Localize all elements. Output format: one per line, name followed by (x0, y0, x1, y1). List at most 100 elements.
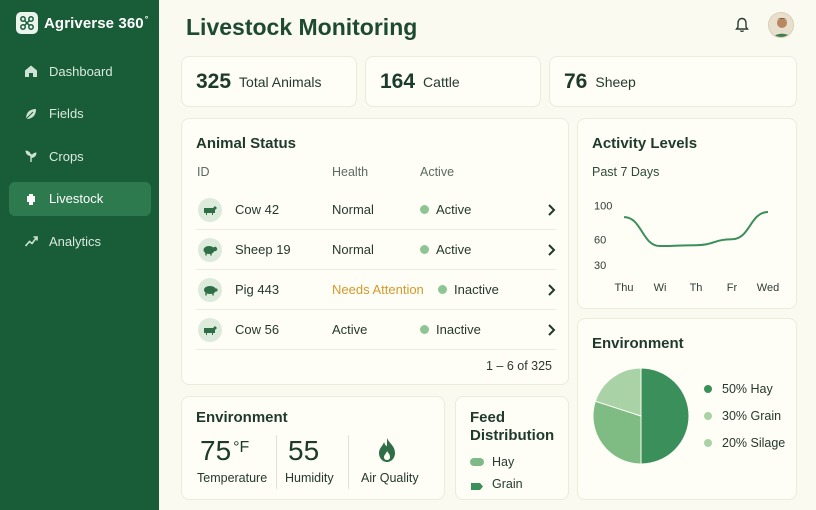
animal-health: Normal (332, 242, 374, 257)
livestock-icon (23, 191, 39, 207)
bell-icon[interactable] (733, 16, 751, 34)
sidebar-nav: Dashboard Fields Crops Livestock Analyti… (9, 54, 151, 267)
trend-icon (23, 233, 39, 249)
animal-active: Active (420, 242, 471, 257)
sidebar-item-fields[interactable]: Fields (9, 97, 151, 131)
sidebar-item-label: Livestock (49, 191, 104, 206)
sidebar-item-crops[interactable]: Crops (9, 139, 151, 173)
stat-value: 76 (564, 69, 588, 93)
animal-id: Cow 56 (235, 322, 280, 337)
legend-item: 30% Grain (704, 409, 781, 423)
x-tick-label: Fr (727, 282, 738, 294)
temperature-label: Temperature (197, 471, 268, 485)
status-dot (438, 285, 447, 294)
card-title: Activity Levels (592, 135, 698, 152)
sidebar: Agriverse 360° Dashboard Fields Crops Li… (0, 0, 159, 510)
legend-item: 20% Silage (704, 436, 785, 450)
animal-health: Needs Attention (332, 282, 424, 297)
sidebar-item-analytics[interactable]: Analytics (9, 224, 151, 258)
animal-id: Cow 42 (235, 202, 280, 217)
card-title: Animal Status (196, 135, 297, 152)
flame-icon (376, 437, 398, 463)
x-tick-label: Th (690, 282, 703, 294)
chevron-right-icon[interactable] (546, 323, 556, 337)
stat-card-total[interactable]: 325 Total Animals (181, 56, 357, 107)
sidebar-item-label: Crops (49, 148, 84, 164)
chevron-right-icon[interactable] (546, 283, 556, 297)
legend-dot (704, 385, 712, 393)
bag-icon (470, 480, 484, 490)
animal-health: Active (332, 322, 368, 337)
legend-dot (704, 412, 712, 420)
y-tick-label: 30 (594, 260, 606, 272)
status-dot (420, 245, 429, 254)
status-dot (420, 205, 429, 214)
stat-card-sheep[interactable]: 76 Sheep (549, 56, 797, 107)
column-header-id: ID (197, 165, 210, 179)
cow-icon (198, 198, 222, 222)
card-subtitle: Past 7 Days (592, 165, 660, 179)
card-title: Feed Distribution (470, 409, 555, 444)
feed-pie-chart (592, 367, 690, 465)
cow-icon (198, 318, 222, 342)
feed-distribution-card: Feed Distribution Hay Grain (455, 396, 569, 500)
animal-id: Pig 443 (235, 282, 280, 297)
sprout-icon (23, 148, 39, 164)
chevron-right-icon[interactable] (546, 243, 556, 257)
column-header-active: Active (420, 165, 455, 179)
legend-dot (704, 439, 712, 447)
air-quality-label: Air Quality (361, 471, 419, 485)
pie-slice (640, 367, 690, 465)
card-title: Environment (592, 335, 684, 352)
stat-label: Sheep (595, 73, 636, 90)
activity-line-chart: 100 60 30 Thu Wi Th Fr Wed (594, 200, 779, 294)
brand[interactable]: Agriverse 360° (16, 11, 148, 35)
sidebar-item-livestock[interactable]: Livestock (9, 181, 151, 216)
y-tick-label: 60 (594, 234, 606, 246)
stat-label: Total Animals (239, 73, 322, 90)
divider (348, 435, 349, 489)
environment-card: Environment 75 °F Temperature 55 Humidity… (181, 396, 445, 500)
pie-slice (592, 400, 642, 465)
sheep-icon (198, 238, 222, 262)
feed-item-hay: Hay (470, 455, 514, 469)
table-row[interactable]: Sheep 19 Normal Active (196, 230, 556, 270)
legend-item: 50% Hay (704, 382, 773, 396)
page-title: Livestock Monitoring (186, 14, 418, 40)
humidity-value: 55 (288, 435, 320, 466)
feed-item-grain: Grain (470, 477, 523, 491)
stat-value: 164 (380, 69, 416, 93)
sidebar-item-label: Dashboard (49, 63, 113, 79)
x-tick-label: Thu (615, 282, 634, 294)
table-row[interactable]: Cow 42 Normal Active (196, 190, 556, 230)
environment-pie-card: Environment 50% Hay 30% Grain 20% Silage (577, 318, 797, 500)
humidity-label: Humidity (285, 471, 334, 485)
animal-active: Active (420, 202, 471, 217)
animal-active: Inactive (438, 282, 499, 297)
stat-card-cattle[interactable]: 164 Cattle (365, 56, 541, 107)
y-tick-label: 100 (594, 200, 612, 212)
table-row[interactable]: Cow 56 Active Inactive (196, 310, 556, 350)
chart-series-line (623, 211, 769, 248)
pagination[interactable]: 1 – 6 of 325 (485, 359, 552, 373)
animal-id: Sheep 19 (235, 242, 291, 257)
animal-status-card: Animal Status ID Health Active Cow 42 No… (181, 118, 569, 385)
stat-label: Cattle (423, 73, 460, 90)
pig-icon (198, 278, 222, 302)
x-tick-label: Wed (757, 282, 779, 294)
sidebar-item-dashboard[interactable]: Dashboard (9, 54, 151, 88)
column-header-health: Health (332, 165, 369, 179)
table-row[interactable]: Pig 443 Needs Attention Inactive (196, 270, 556, 310)
sidebar-item-label: Analytics (49, 233, 102, 249)
sidebar-item-label: Fields (49, 106, 84, 121)
activity-levels-card: Activity Levels Past 7 Days 100 60 30 Thu W… (577, 118, 797, 309)
leaf-icon (23, 106, 39, 122)
chevron-right-icon[interactable] (546, 203, 556, 217)
temperature-value: 75 °F (200, 435, 250, 466)
stat-value: 325 (196, 69, 232, 93)
avatar[interactable] (768, 12, 794, 38)
brand-name: Agriverse 360° (44, 14, 149, 32)
animal-active: Inactive (420, 322, 481, 337)
pie-slice (594, 367, 642, 417)
brand-logo-icon (16, 12, 38, 34)
